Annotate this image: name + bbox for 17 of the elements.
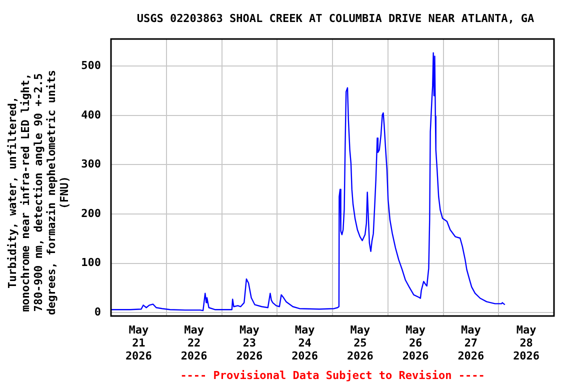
y-tick-label: 500 xyxy=(81,58,101,72)
y-axis-title: Turbidity, water, unfiltered, monochrome near infra-red LED light, 780-900 nm, detection angle 90 +-2.5 degrees, formazin nephelometric units (FNU) xyxy=(6,70,71,316)
text: ---- Provisional Data Subject to Revision ---- xyxy=(180,368,485,382)
x-tick-label: May 28 2026 xyxy=(513,323,540,362)
x-tick-label: May 22 2026 xyxy=(180,323,208,362)
y-tick-label: 300 xyxy=(81,158,101,171)
y-tick-label: 0 xyxy=(94,305,101,318)
x-tick-label: May 25 2026 xyxy=(346,323,374,362)
chart-title: USGS 02203863 SHOAL CREEK AT COLUMBIA DRIVE NEAR ATLANTA, GA xyxy=(136,12,535,25)
y-tick-label: 100 xyxy=(81,256,101,270)
x-tick-label: May 24 2026 xyxy=(292,323,318,362)
x-tick-label: May 23 2026 xyxy=(236,323,264,362)
x-tick-label: May 27 2026 xyxy=(458,323,485,362)
x-tick-label: May 21 2026 xyxy=(125,323,152,362)
x-tick-label: May 26 2026 xyxy=(402,323,430,362)
y-tick-label: 400 xyxy=(81,108,101,122)
y-tick-label: 200 xyxy=(81,206,101,220)
